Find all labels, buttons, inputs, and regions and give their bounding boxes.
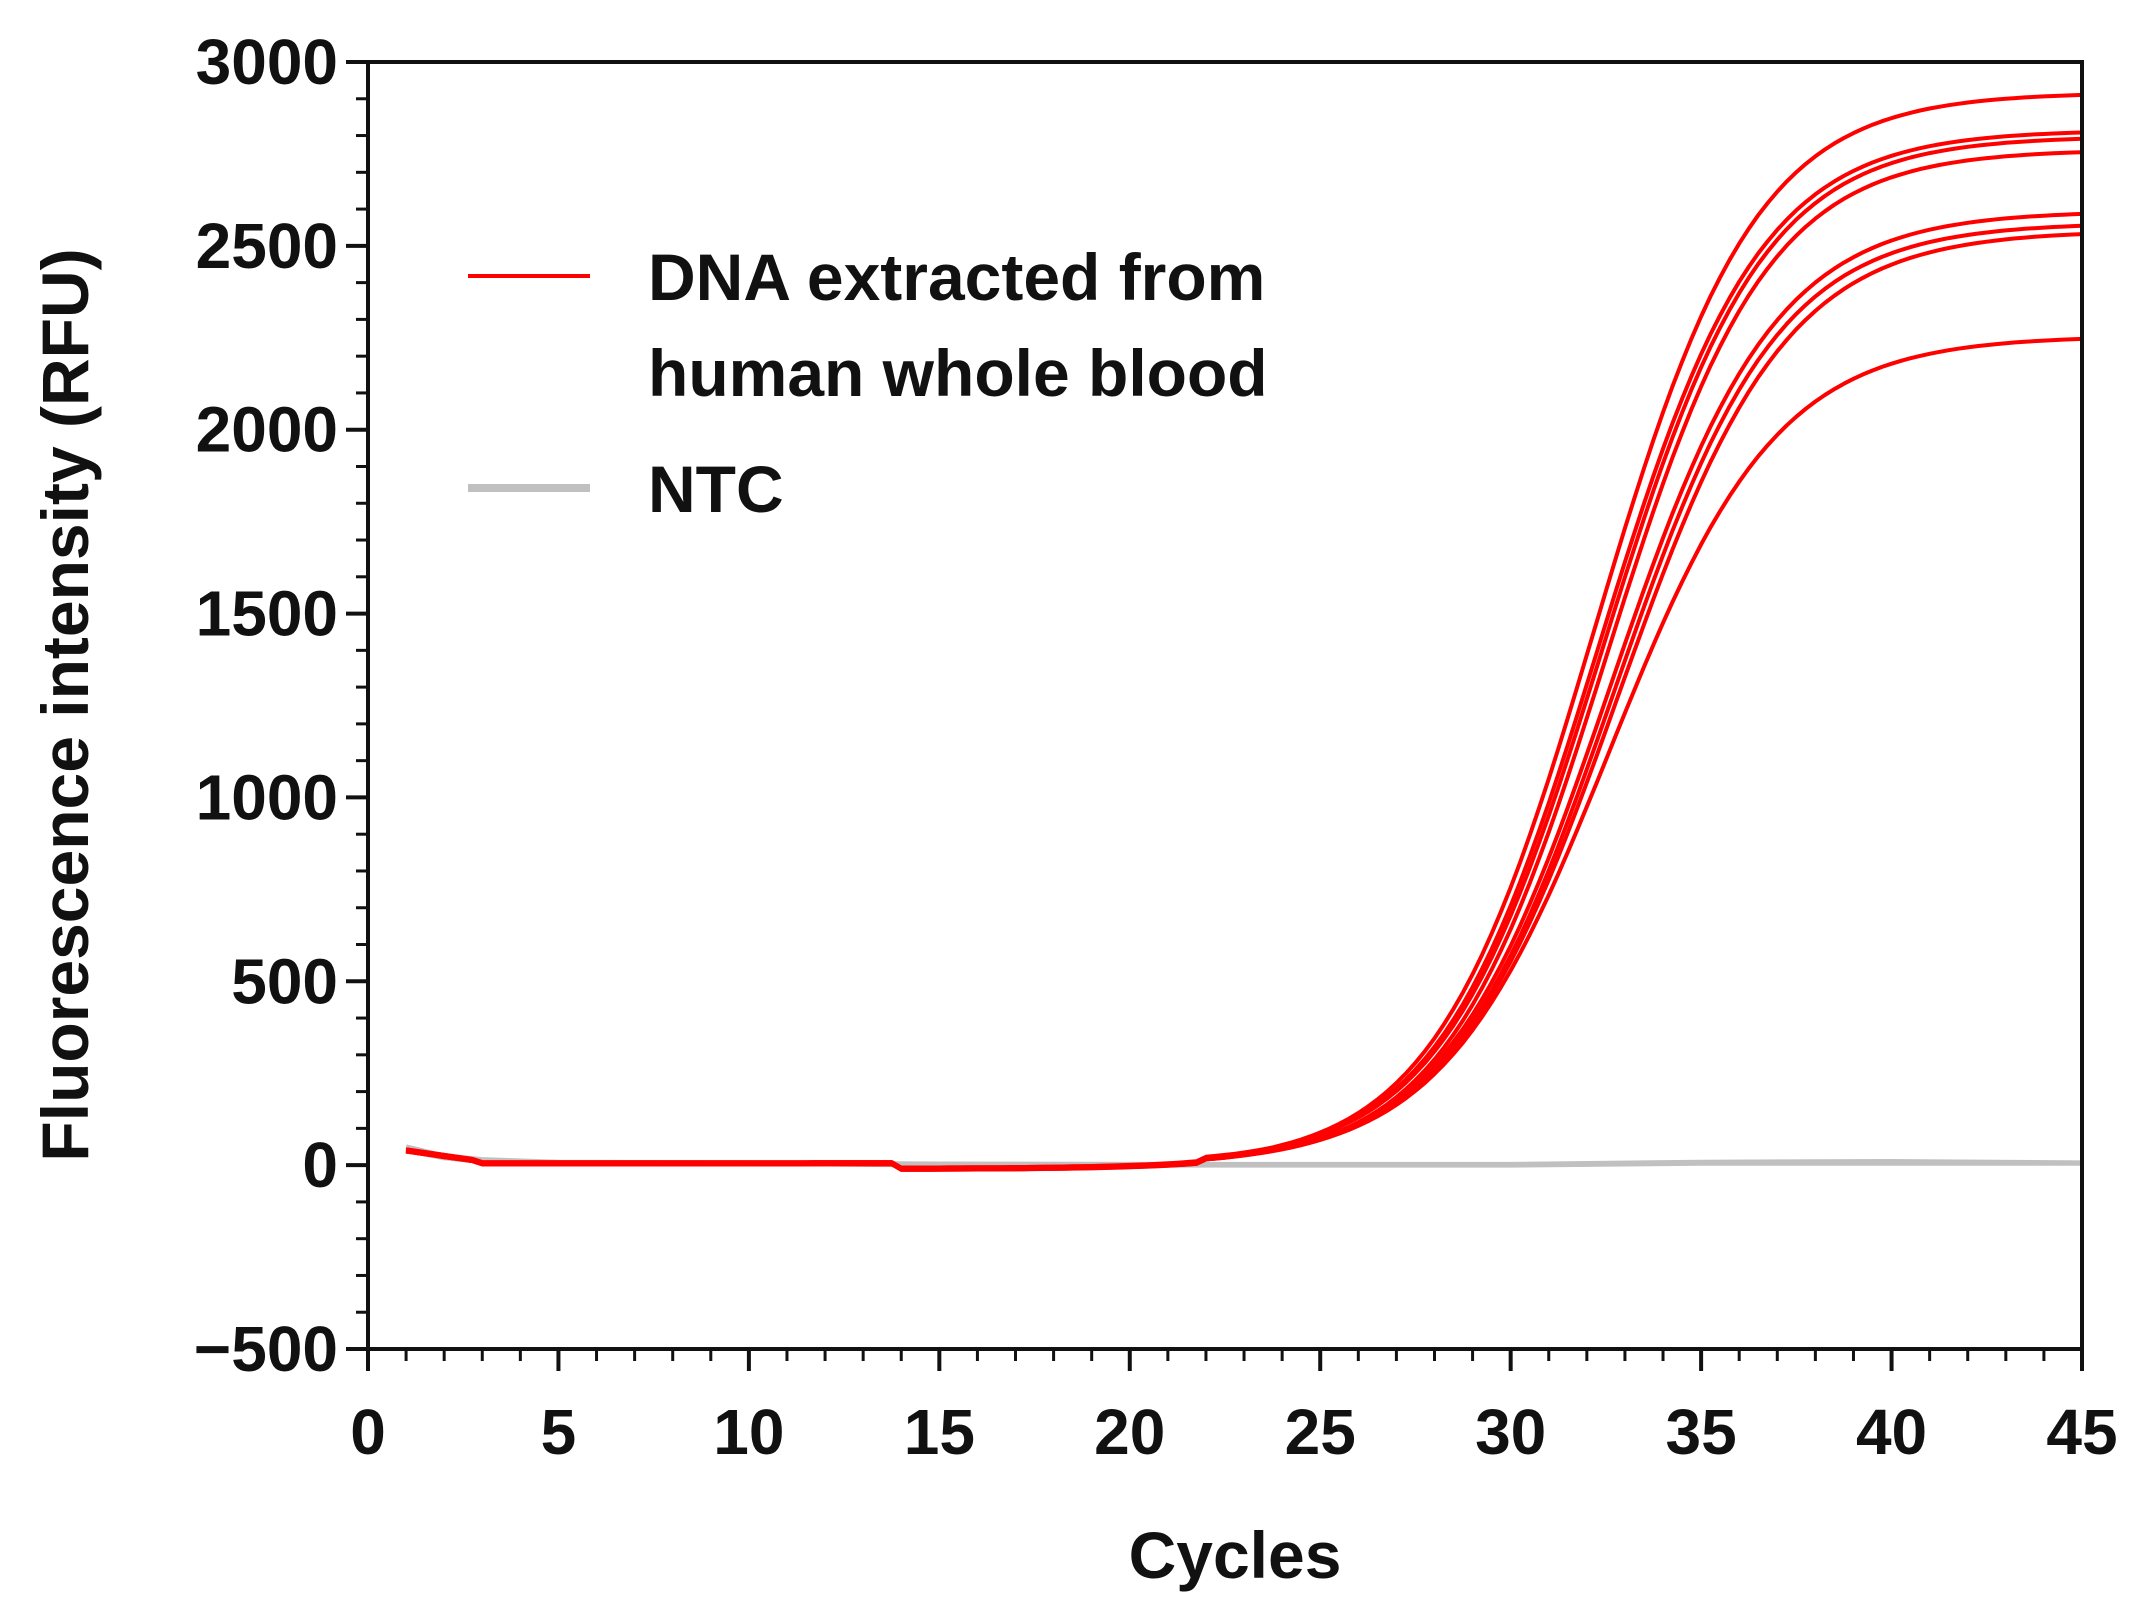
- x-tick-label: 45: [2046, 1396, 2117, 1468]
- legend: DNA extracted from human whole blood NTC: [468, 240, 1268, 526]
- y-tick-label: −500: [194, 1313, 338, 1385]
- y-tick-label: 1000: [196, 761, 338, 833]
- x-tick-label: 20: [1094, 1396, 1165, 1468]
- x-tick-label: 15: [904, 1396, 975, 1468]
- sample-series-layer: [405, 92, 2083, 1172]
- y-tick-label: 2500: [196, 210, 338, 282]
- sample-series-line-8: [405, 336, 2083, 1171]
- legend-sample-label-line2: human whole blood: [648, 336, 1268, 410]
- legend-ntc-label: NTC: [648, 452, 784, 526]
- y-tick-label: 0: [302, 1129, 338, 1201]
- x-tick-label: 25: [1285, 1396, 1356, 1468]
- plot-frame: [366, 60, 2084, 1351]
- x-tick-label: 10: [713, 1396, 784, 1468]
- x-tick-label: 35: [1666, 1396, 1737, 1468]
- x-tick-label: 5: [541, 1396, 577, 1468]
- x-axis-title: Cycles: [1129, 1518, 1342, 1592]
- y-axis-title: Fluorescence intensity (RFU): [28, 248, 102, 1161]
- y-tick-label: 3000: [196, 26, 338, 98]
- y-tick-label: 2000: [196, 394, 338, 466]
- x-tick-label: 0: [350, 1396, 386, 1468]
- y-tick-label: 1500: [196, 578, 338, 650]
- x-tick-label: 40: [1856, 1396, 1927, 1468]
- y-tick-label: 500: [231, 945, 338, 1017]
- x-tick-label: 30: [1475, 1396, 1546, 1468]
- legend-sample-label-line1: DNA extracted from: [648, 240, 1265, 314]
